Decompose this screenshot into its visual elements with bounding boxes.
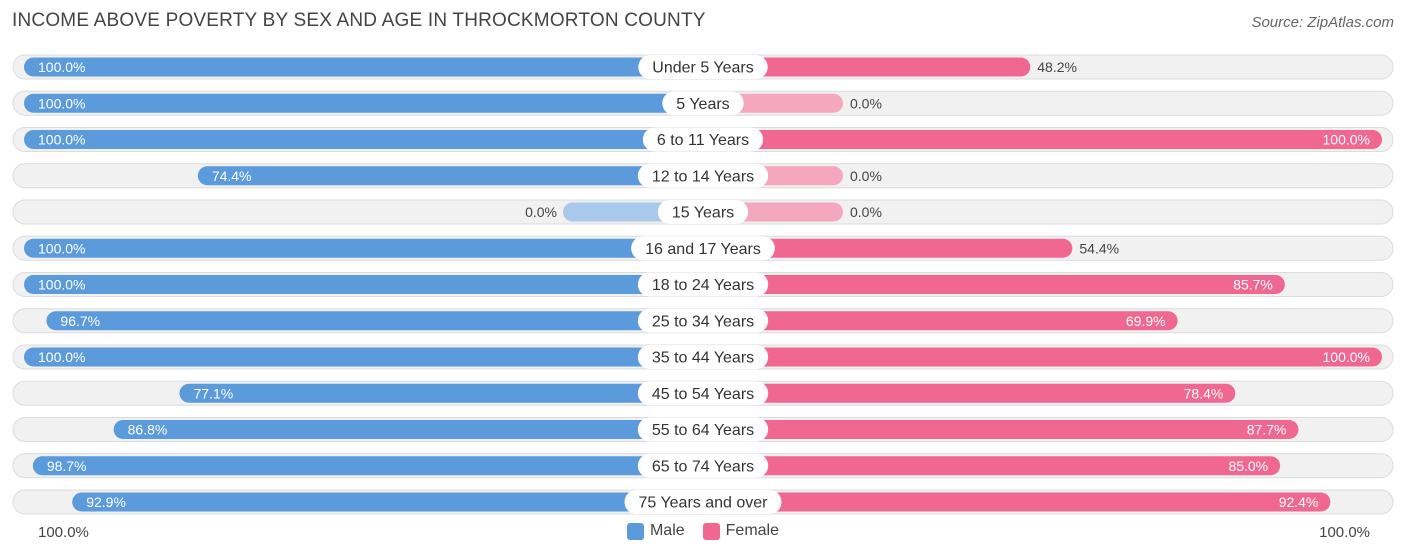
value-label-male: 86.8%	[128, 422, 168, 438]
bar-female[interactable]	[703, 57, 1031, 77]
value-label-female: 48.2%	[1037, 59, 1077, 75]
category-label: Under 5 Years	[652, 60, 753, 77]
category-label: 16 and 17 Years	[645, 241, 761, 258]
value-label-male: 0.0%	[525, 204, 557, 220]
bar-male[interactable]	[197, 166, 703, 186]
category-pill	[642, 127, 764, 152]
bar-female[interactable]	[703, 311, 1178, 331]
category-label: 75 Years and over	[639, 495, 769, 512]
category-pill	[662, 91, 744, 116]
value-label-male: 77.1%	[193, 385, 233, 401]
category-pill	[638, 55, 768, 79]
value-label-female: 0.0%	[850, 204, 882, 220]
value-label-male: 100.0%	[38, 59, 85, 75]
value-label-female: 92.4%	[1279, 494, 1319, 510]
bar-male[interactable]	[179, 383, 704, 403]
value-label-male: 98.7%	[47, 458, 87, 474]
value-label-female: 69.9%	[1126, 313, 1166, 329]
category-pill	[637, 345, 769, 369]
category-pill	[637, 417, 769, 442]
legend-label-male: Male	[649, 522, 685, 539]
bar-male[interactable]	[24, 93, 703, 113]
bar-male[interactable]	[24, 347, 703, 367]
bar-male[interactable]	[24, 57, 703, 77]
value-label-female: 0.0%	[850, 168, 882, 184]
bar-female[interactable]	[703, 383, 1236, 403]
value-label-female: 0.0%	[850, 95, 882, 111]
legend-swatch-female	[702, 522, 720, 540]
value-label-female: 85.0%	[1228, 458, 1268, 474]
value-label-female: 54.4%	[1079, 240, 1119, 256]
category-pill	[637, 308, 769, 333]
source-label: Source: ZipAtlas.com	[1251, 14, 1394, 31]
bar-male[interactable]	[32, 456, 703, 476]
bar-female[interactable]	[703, 238, 1073, 258]
bar-male[interactable]	[24, 238, 703, 258]
value-label-male: 100.0%	[38, 95, 85, 111]
category-label: 35 to 44 Years	[652, 350, 754, 367]
legend-label-female: Female	[725, 522, 780, 539]
legend-item-female[interactable]: Female	[702, 522, 780, 540]
category-pill	[637, 163, 769, 188]
value-label-male: 92.9%	[86, 494, 126, 510]
value-label-male: 100.0%	[38, 132, 85, 148]
category-label: 65 to 74 Years	[652, 458, 754, 475]
category-label: 18 to 24 Years	[652, 277, 754, 294]
bar-male[interactable]	[24, 275, 703, 294]
category-pill	[624, 490, 782, 514]
bar-male[interactable]	[72, 492, 704, 512]
axis-label-left: 100.0%	[38, 524, 89, 541]
category-label: 6 to 11 Years	[657, 132, 749, 149]
bar-female[interactable]	[703, 456, 1281, 476]
value-label-female: 78.4%	[1184, 385, 1224, 401]
category-pill	[637, 381, 769, 406]
category-label: 5 Years	[676, 96, 729, 113]
category-pill	[637, 272, 769, 297]
bar-male[interactable]	[46, 311, 704, 331]
legend: Male Female	[0, 522, 1406, 540]
legend-item-male[interactable]: Male	[626, 522, 685, 540]
value-label-male: 100.0%	[38, 349, 85, 365]
chart-area: Under 5 Years 100.0% 48.2% 5 Years 100.0% 0.0…	[12, 54, 1394, 515]
category-label: 15 Years	[672, 205, 734, 222]
axis-label-right: 100.0%	[1319, 524, 1370, 541]
bar-female[interactable]	[703, 347, 1382, 367]
chart-title: INCOME ABOVE POVERTY BY SEX AND AGE IN T…	[12, 10, 706, 31]
value-label-male: 100.0%	[38, 277, 85, 293]
category-label: 45 to 54 Years	[652, 386, 754, 403]
value-label-male: 96.7%	[60, 313, 100, 329]
value-label-male: 74.4%	[212, 168, 252, 184]
value-label-female: 85.7%	[1233, 277, 1273, 293]
value-label-male: 100.0%	[38, 240, 85, 256]
category-label: 25 to 34 Years	[652, 313, 754, 330]
category-pill	[637, 453, 769, 478]
bar-female[interactable]	[703, 275, 1285, 294]
value-label-female: 100.0%	[1323, 132, 1370, 148]
bar-female[interactable]	[703, 492, 1331, 512]
bar-female[interactable]	[703, 420, 1299, 439]
category-label: 55 to 64 Years	[652, 422, 754, 439]
value-label-female: 100.0%	[1323, 349, 1370, 365]
bar-male[interactable]	[24, 130, 703, 149]
bar-male[interactable]	[113, 420, 704, 439]
legend-swatch-male	[626, 522, 644, 540]
value-label-female: 87.7%	[1247, 422, 1287, 438]
category-label: 12 to 14 Years	[652, 168, 754, 185]
bar-female[interactable]	[703, 130, 1382, 149]
category-pill	[631, 236, 775, 261]
category-pill	[657, 200, 749, 224]
